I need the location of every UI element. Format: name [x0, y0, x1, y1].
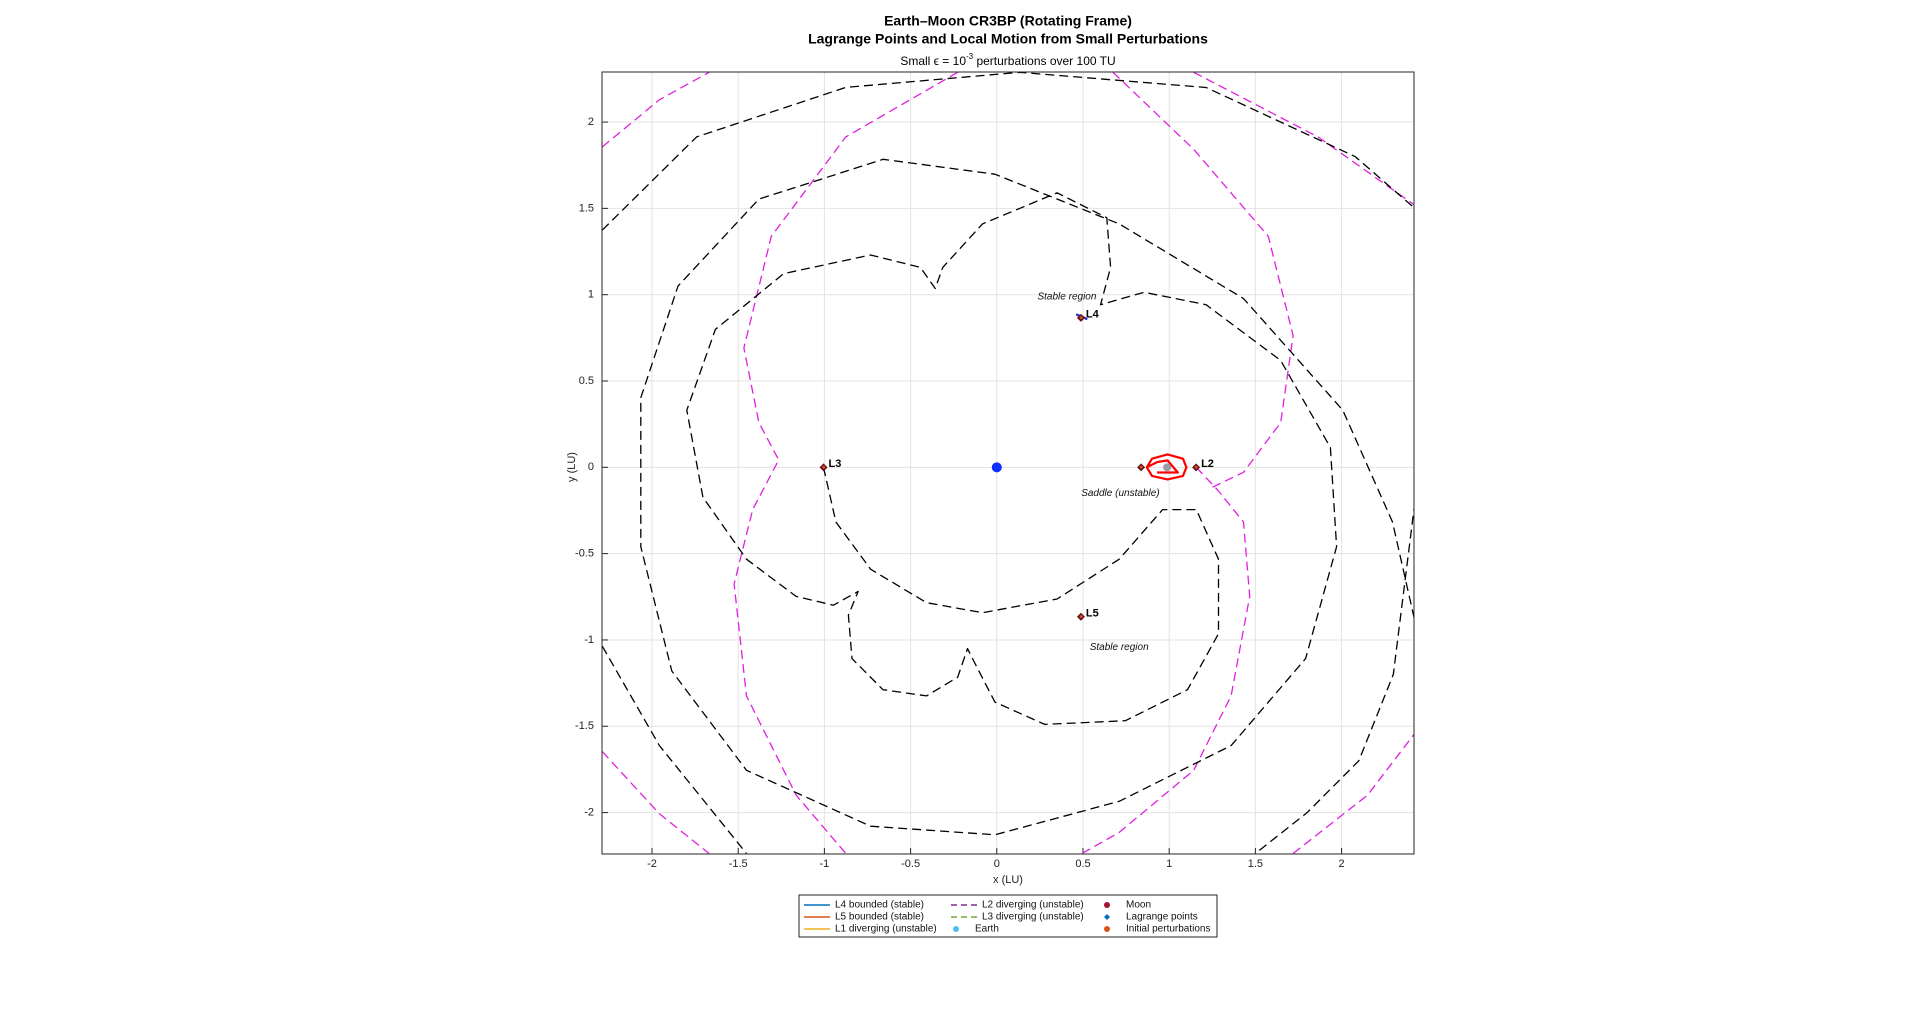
labels: -2 -1.5 -1 -0.5 0 0.5 1 1.5 2 -2 -1.5 -1 -0.5 0 0.5 1 1.… — [575, 116, 1345, 870]
circle-marker — [1163, 463, 1172, 472]
subtitle-part: Small ϵ = 10 — [900, 54, 966, 68]
legend-label: L5 bounded (stable) — [835, 912, 924, 923]
legend-label: Initial perturbations — [1126, 924, 1211, 935]
title-line: Earth–Moon CR3BP (Rotating Frame) — [884, 13, 1132, 29]
point-label: L3 — [829, 458, 842, 470]
legend-label: L2 diverging (unstable) — [982, 900, 1084, 911]
x-tick-label: 2 — [1339, 858, 1345, 870]
legend-label: Moon — [1126, 900, 1151, 911]
x-axis-label: x (LU) — [993, 874, 1023, 886]
circle-marker — [953, 926, 959, 932]
legend-label: Lagrange points — [1126, 912, 1198, 923]
circle-marker — [1079, 316, 1083, 320]
x-tick-label: 0 — [994, 858, 1000, 870]
x-tick-label: -0.5 — [901, 858, 920, 870]
annotation: Saddle (unstable) — [1081, 488, 1159, 499]
point-label: L2 — [1201, 458, 1214, 470]
circle-marker — [1079, 615, 1083, 619]
trajectory — [602, 72, 1414, 854]
x-tick-label: 1.5 — [1248, 858, 1263, 870]
circle-marker — [1104, 902, 1110, 908]
y-tick-label: -1 — [584, 634, 594, 646]
circle-marker — [822, 465, 826, 469]
y-axis-label: y (LU) — [566, 452, 578, 482]
legend-label: L1 diverging (unstable) — [835, 924, 937, 935]
point-label: L5 — [1086, 608, 1099, 620]
y-tick-label: -0.5 — [575, 548, 594, 560]
y-tick-label: -1.5 — [575, 720, 594, 732]
annotation: Stable region — [1090, 642, 1149, 653]
circle-marker — [1104, 926, 1110, 932]
legend: L4 bounded (stable)L5 bounded (stable)L1… — [804, 900, 1211, 935]
subtitle-superscript: -3 — [966, 52, 974, 61]
title-line: Lagrange Points and Local Motion from Sm… — [808, 31, 1208, 47]
diamond-marker — [1104, 914, 1110, 920]
legend-label: L3 diverging (unstable) — [982, 912, 1084, 923]
y-tick-label: 0.5 — [579, 375, 594, 387]
subtitle: Small ϵ = 10-3 perturbations over 100 TU — [900, 52, 1115, 68]
legend-label: L4 bounded (stable) — [835, 900, 924, 911]
circle-marker — [991, 462, 1002, 473]
legend-label: Earth — [975, 924, 999, 935]
legend-box — [798, 894, 1218, 938]
x-tick-label: 1 — [1166, 858, 1172, 870]
x-tick-label: 0.5 — [1075, 858, 1090, 870]
axes-background — [602, 72, 1414, 854]
x-tick-label: -1 — [820, 858, 830, 870]
y-tick-label: -2 — [584, 806, 594, 818]
point-label: L4 — [1086, 309, 1100, 321]
trajectory — [1145, 453, 1188, 481]
circle-marker — [1194, 465, 1198, 469]
y-tick-label: 0 — [588, 461, 594, 473]
x-tick-label: -2 — [647, 858, 657, 870]
y-tick-label: 1 — [588, 289, 594, 301]
annotation: Stable region — [1037, 292, 1096, 303]
x-tick-label: -1.5 — [729, 858, 748, 870]
axes-box — [601, 71, 1415, 855]
y-tick-label: 1.5 — [579, 202, 594, 214]
y-tick-label: 2 — [588, 116, 594, 128]
circle-marker — [1139, 465, 1143, 469]
subtitle-part: perturbations over 100 TU — [973, 54, 1116, 68]
